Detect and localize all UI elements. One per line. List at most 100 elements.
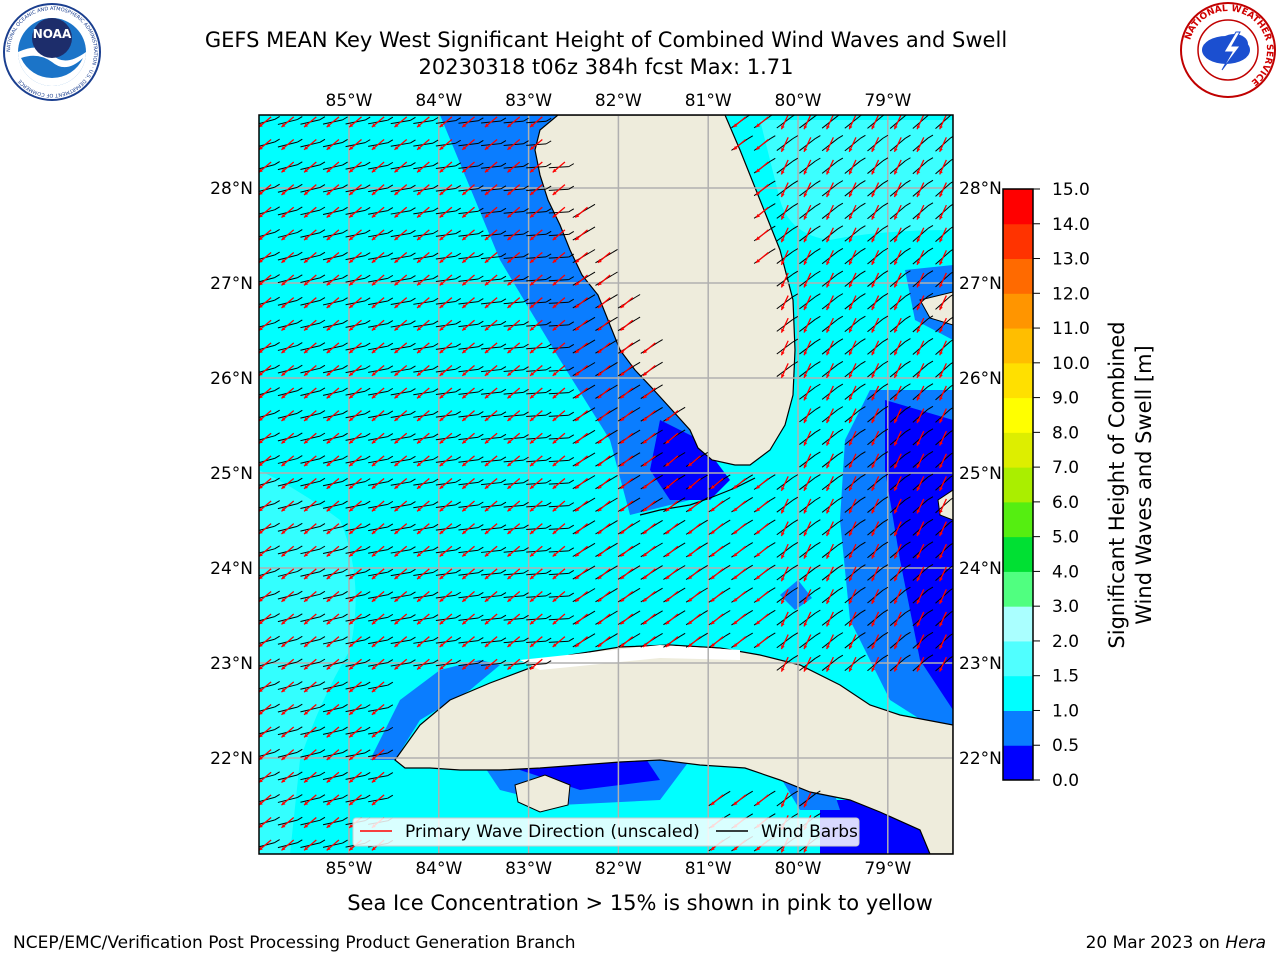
wave-arrow xyxy=(281,184,295,196)
wave-arrow xyxy=(348,184,362,196)
wave-arrow xyxy=(371,161,385,173)
wave-arrow xyxy=(484,116,498,128)
colorbar-segment xyxy=(1003,571,1033,607)
chart-title: GEFS MEAN Key West Significant Height of… xyxy=(204,28,1008,52)
wave-arrow xyxy=(371,116,385,128)
wave-arrow xyxy=(303,161,317,173)
wave-arrow xyxy=(439,138,453,151)
wave-arrow xyxy=(461,116,475,128)
noaa-logo-icon: NATIONAL OCEANIC AND ATMOSPHERIC ADMINIS… xyxy=(3,3,101,101)
colorbar-tick-label: 7.0 xyxy=(1052,458,1079,478)
wave-arrow xyxy=(326,184,340,196)
colorbar-tick-label: 6.0 xyxy=(1052,493,1079,513)
wave-arrow xyxy=(371,184,385,196)
wave-arrow xyxy=(326,116,340,128)
wave-arrow xyxy=(916,159,925,175)
wave-arrow xyxy=(507,116,521,128)
wave-arrow xyxy=(394,116,408,128)
wave-arrow xyxy=(848,115,857,130)
wave-arrow xyxy=(259,138,272,151)
wave-arrow xyxy=(281,116,295,128)
wave-arrow xyxy=(803,159,812,175)
wave-arrow xyxy=(394,161,408,173)
colorbar-tick-label: 9.0 xyxy=(1052,389,1079,409)
wave-arrow xyxy=(281,138,295,151)
wave-arrow xyxy=(826,159,834,175)
colorbar-segment xyxy=(1003,710,1033,746)
colorbar-segment xyxy=(1003,328,1033,364)
colorbar-segment xyxy=(1003,745,1033,781)
map-grid xyxy=(259,115,953,854)
wave-arrow xyxy=(780,159,789,175)
colorbar-segment xyxy=(1003,293,1033,329)
wave-arrow xyxy=(303,116,317,128)
wave-arrow xyxy=(461,161,475,173)
colorbar-tick-label: 15.0 xyxy=(1052,180,1090,200)
wave-arrow xyxy=(893,115,902,130)
colorbar-tick-label: 13.0 xyxy=(1052,250,1090,270)
wave-arrow xyxy=(893,159,902,175)
wave-arrow xyxy=(303,138,317,151)
wave-arrow xyxy=(848,137,857,153)
wave-arrow xyxy=(780,115,789,130)
sea-ice-note: Sea Ice Concentration > 15% is shown in … xyxy=(347,891,933,915)
wave-arrow xyxy=(916,115,925,130)
colorbar-segment xyxy=(1003,640,1033,677)
wave-arrow xyxy=(303,184,317,196)
colorbar-tick-label: 10.0 xyxy=(1052,354,1090,374)
wave-arrow xyxy=(507,161,521,173)
wave-arrow xyxy=(281,161,295,173)
colorbar-segment xyxy=(1003,606,1033,642)
wave-arrow xyxy=(484,138,498,151)
colorbar-tick-label: 14.0 xyxy=(1052,215,1090,235)
wave-arrow xyxy=(348,116,362,128)
wave-arrow xyxy=(326,138,340,151)
wave-arrow xyxy=(939,137,947,153)
wave-arrow xyxy=(733,116,747,128)
wave-arrow xyxy=(871,159,880,175)
cuba-landmass xyxy=(394,644,953,854)
colorbar-segment xyxy=(1003,467,1033,503)
colorbar-segment xyxy=(1003,675,1033,711)
wave-arrow xyxy=(755,116,769,128)
wave-arrow xyxy=(803,137,812,153)
wave-arrow xyxy=(939,115,947,130)
wave-arrow xyxy=(371,138,385,151)
wave-arrow xyxy=(416,138,430,151)
wave-arrow xyxy=(259,161,272,173)
footer-date: 20 Mar 2023 on xyxy=(1085,933,1226,953)
wave-arrow xyxy=(893,137,902,153)
colorbar-tick-label: 5.0 xyxy=(1052,528,1079,548)
colorbar-segment xyxy=(1003,501,1033,538)
colorbar-tick-label: 1.0 xyxy=(1052,701,1079,721)
wave-arrow xyxy=(507,138,521,151)
wave-arrow xyxy=(416,161,430,173)
wave-arrow xyxy=(348,138,362,151)
wave-arrow xyxy=(484,161,498,173)
wave-arrow xyxy=(394,138,408,151)
wave-arrow xyxy=(939,159,947,175)
nws-logo-icon: NATIONAL WEATHER SERVICE xyxy=(1180,2,1276,98)
wave-arrow xyxy=(416,116,430,128)
colorbar-tick-label: 2.0 xyxy=(1052,632,1079,652)
wave-arrow xyxy=(326,161,340,173)
footer-branch: NCEP/EMC/Verification Post Processing Pr… xyxy=(13,933,576,953)
colorbar-segment xyxy=(1003,432,1033,468)
colorbar-segment xyxy=(1003,189,1033,225)
wave-arrow xyxy=(755,161,769,173)
colorbar-tick-label: 3.0 xyxy=(1052,597,1079,617)
colorbar-tick-label: 12.0 xyxy=(1052,284,1090,304)
wave-arrow xyxy=(803,115,812,130)
wave-arrow xyxy=(755,138,769,151)
colorbar-tick-label: 0.0 xyxy=(1052,771,1079,791)
chart-subtitle: 20230318 t06z 384h fcst Max: 1.71 xyxy=(418,55,794,79)
colorbar-tick-label: 11.0 xyxy=(1052,319,1090,339)
wave-arrow xyxy=(439,161,453,173)
wave-arrow xyxy=(439,116,453,128)
wave-arrow xyxy=(916,137,925,153)
footer-host: Hera xyxy=(1225,933,1266,953)
wave-arrow xyxy=(529,138,543,151)
wave-arrow xyxy=(848,159,857,175)
